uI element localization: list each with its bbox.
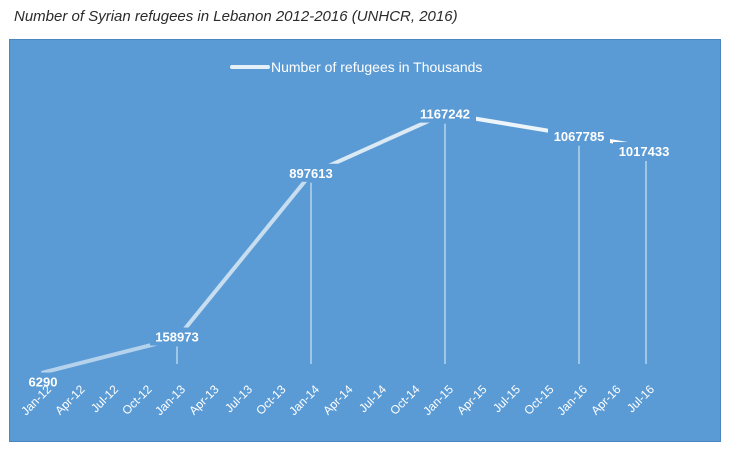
legend-label: Number of refugees in Thousands — [271, 59, 482, 75]
data-label: 1067785 — [554, 129, 605, 144]
data-label-background — [414, 104, 476, 123]
x-tick-label: Jul-15 — [490, 382, 523, 415]
data-label-background — [150, 327, 204, 346]
x-tick-label: Oct-14 — [387, 382, 423, 418]
x-tick-label: Jul-16 — [624, 382, 657, 415]
chart-title: Number of Syrian refugees in Lebanon 201… — [14, 8, 458, 25]
data-label: 897613 — [289, 166, 332, 181]
data-label-background — [613, 142, 675, 161]
x-tick-label: Apr-13 — [186, 382, 222, 418]
x-tick-label: Oct-12 — [119, 382, 155, 418]
plot-area: Number of refugees in Thousands 6290 1589… — [9, 39, 721, 442]
line-chart: Number of refugees in Thousands 6290 1589… — [18, 59, 675, 418]
drop-lines — [176, 123, 647, 364]
data-label-background — [24, 372, 62, 391]
x-tick-label: Apr-16 — [588, 382, 624, 418]
line-segment — [175, 171, 313, 341]
series-segments — [41, 111, 648, 375]
data-label: 1017433 — [619, 144, 670, 159]
x-tick-label: Jul-13 — [222, 382, 255, 415]
data-labels: 6290 158973 897613 1167242 1067785 1017433 — [24, 104, 675, 391]
x-tick-label: Jan-15 — [420, 382, 456, 418]
x-tick-label: Oct-15 — [521, 382, 557, 418]
data-label-background — [548, 126, 610, 145]
data-label: 6290 — [29, 375, 58, 390]
x-tick-label: Apr-15 — [454, 382, 490, 418]
x-tick-label: Jan-14 — [286, 382, 322, 418]
data-label: 158973 — [155, 330, 198, 345]
x-tick-label: Apr-14 — [320, 382, 356, 418]
x-tick-label: Jul-12 — [88, 382, 121, 415]
legend: Number of refugees in Thousands — [230, 59, 482, 75]
data-label: 1167242 — [420, 107, 470, 122]
x-tick-label: Jan-13 — [152, 382, 188, 418]
x-tick-label: Oct-13 — [253, 382, 289, 418]
x-tick-label: Jan-16 — [554, 382, 590, 418]
x-tick-label: Jul-14 — [356, 382, 389, 415]
data-label-background — [284, 163, 338, 182]
line-segment — [309, 111, 447, 176]
